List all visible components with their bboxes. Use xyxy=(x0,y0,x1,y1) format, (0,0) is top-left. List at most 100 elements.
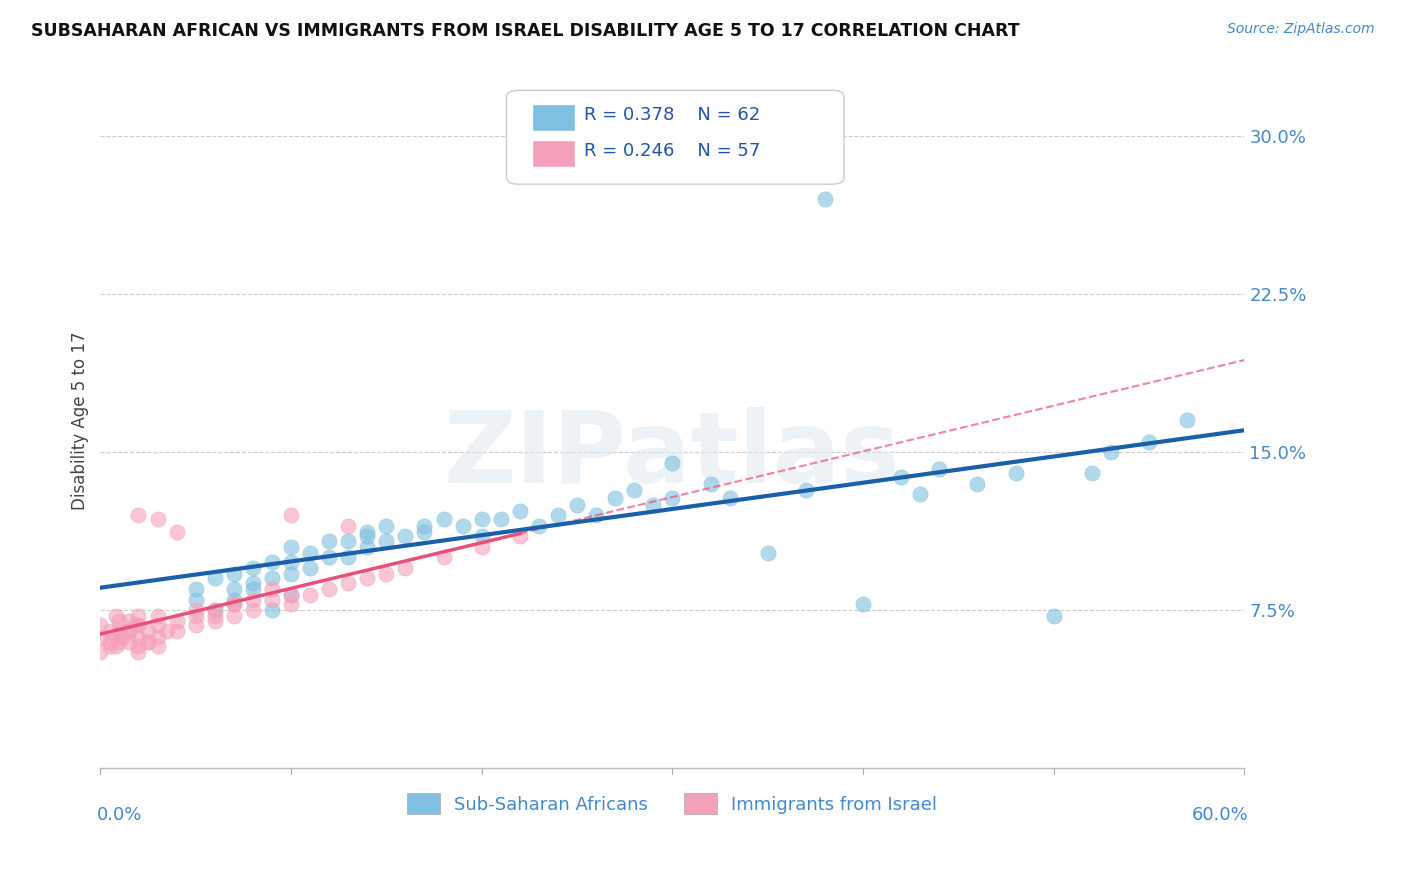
Point xyxy=(136,624,159,639)
Point xyxy=(184,592,207,607)
Point xyxy=(136,634,159,648)
Point xyxy=(565,498,588,512)
Point xyxy=(118,634,141,648)
Point xyxy=(718,491,741,506)
Point xyxy=(413,518,436,533)
Point xyxy=(89,617,111,632)
Point xyxy=(222,567,245,582)
Point xyxy=(204,603,226,617)
Point xyxy=(260,555,283,569)
Point xyxy=(890,470,912,484)
Point xyxy=(184,603,207,617)
Point xyxy=(337,575,360,590)
Text: R = 0.378    N = 62: R = 0.378 N = 62 xyxy=(585,105,761,124)
Point xyxy=(166,624,188,639)
Point xyxy=(184,617,207,632)
Point xyxy=(280,540,302,554)
Point xyxy=(394,529,416,543)
Point xyxy=(108,634,131,648)
Point xyxy=(337,550,360,565)
Point xyxy=(1004,466,1026,480)
Point xyxy=(1099,445,1122,459)
Point xyxy=(756,546,779,560)
Point xyxy=(585,508,607,523)
Point xyxy=(108,631,131,645)
Point xyxy=(242,575,264,590)
Point xyxy=(222,609,245,624)
Point xyxy=(356,525,378,540)
Point xyxy=(489,512,512,526)
Point xyxy=(471,540,494,554)
Point xyxy=(375,533,398,548)
Point xyxy=(643,498,665,512)
Text: 60.0%: 60.0% xyxy=(1191,806,1249,824)
Text: Source: ZipAtlas.com: Source: ZipAtlas.com xyxy=(1227,22,1375,37)
Point xyxy=(356,540,378,554)
Point xyxy=(852,597,875,611)
Point xyxy=(699,476,721,491)
Point xyxy=(146,639,169,653)
Point xyxy=(89,645,111,659)
Point xyxy=(432,550,454,565)
Point xyxy=(222,597,245,611)
Text: ZIPatlas: ZIPatlas xyxy=(444,407,901,504)
Point xyxy=(127,645,149,659)
Point xyxy=(356,571,378,585)
Point xyxy=(527,518,550,533)
Point xyxy=(814,192,837,206)
Point xyxy=(394,561,416,575)
Point xyxy=(375,567,398,582)
Point xyxy=(104,639,127,653)
Point xyxy=(432,512,454,526)
Point xyxy=(146,609,169,624)
Point xyxy=(242,603,264,617)
Point xyxy=(299,561,322,575)
Point xyxy=(260,571,283,585)
Point xyxy=(146,631,169,645)
Point xyxy=(1137,434,1160,449)
Point xyxy=(108,624,131,639)
Point xyxy=(337,518,360,533)
Point xyxy=(127,631,149,645)
Text: 0.0%: 0.0% xyxy=(97,806,142,824)
Point xyxy=(509,504,531,518)
Point xyxy=(299,588,322,602)
Point xyxy=(127,617,149,632)
Point xyxy=(242,561,264,575)
Point xyxy=(98,639,121,653)
Point xyxy=(204,609,226,624)
Point xyxy=(318,582,340,596)
Point xyxy=(204,603,226,617)
Point xyxy=(280,508,302,523)
Point xyxy=(280,567,302,582)
Point xyxy=(184,609,207,624)
Point xyxy=(509,529,531,543)
Point xyxy=(146,512,169,526)
Point xyxy=(605,491,627,506)
Point xyxy=(184,582,207,596)
Text: R = 0.246    N = 57: R = 0.246 N = 57 xyxy=(585,143,761,161)
Point xyxy=(661,456,683,470)
Point xyxy=(794,483,817,497)
Point xyxy=(108,614,131,628)
Point xyxy=(166,525,188,540)
FancyBboxPatch shape xyxy=(506,90,844,184)
Point xyxy=(471,529,494,543)
Legend: Sub-Saharan Africans, Immigrants from Israel: Sub-Saharan Africans, Immigrants from Is… xyxy=(401,786,945,822)
Point xyxy=(260,582,283,596)
Point xyxy=(146,617,169,632)
Point xyxy=(98,634,121,648)
Point xyxy=(280,555,302,569)
Point xyxy=(280,588,302,602)
Point xyxy=(260,603,283,617)
Point xyxy=(104,609,127,624)
Point xyxy=(337,533,360,548)
Point xyxy=(89,631,111,645)
Point xyxy=(204,614,226,628)
Point xyxy=(928,462,950,476)
Point xyxy=(966,476,988,491)
Point xyxy=(299,546,322,560)
Point xyxy=(260,592,283,607)
Point xyxy=(118,624,141,639)
Y-axis label: Disability Age 5 to 17: Disability Age 5 to 17 xyxy=(72,331,89,509)
